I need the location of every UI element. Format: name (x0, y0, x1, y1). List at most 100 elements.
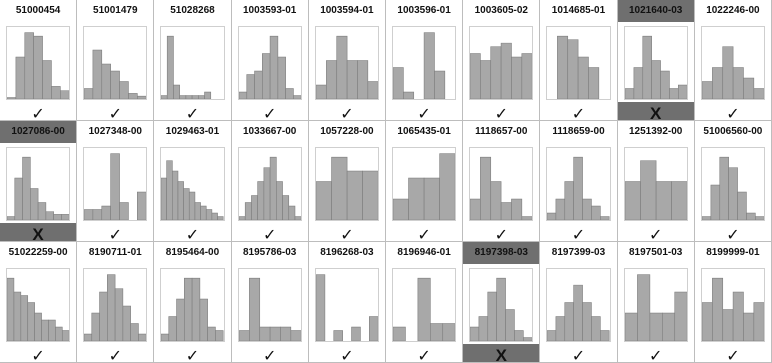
histogram-bar (479, 317, 488, 341)
histogram-cell[interactable]: 8196268-03 ✓ (308, 242, 386, 363)
histogram-bar (393, 327, 405, 341)
histogram-bar (733, 292, 743, 341)
histogram-bar (216, 331, 224, 341)
histogram-cell[interactable]: 8199999-01 ✓ (694, 242, 772, 363)
histogram-cell[interactable]: 8197399-03 ✓ (540, 242, 618, 363)
histogram-bar (280, 327, 290, 341)
histogram-bar (574, 285, 583, 341)
histogram-bar (512, 57, 522, 99)
histogram-bar (671, 182, 687, 220)
histogram-cell[interactable]: 51000454 ✓ (0, 0, 78, 121)
histogram-bar (393, 199, 409, 220)
histogram-cell[interactable]: 1003594-01 ✓ (308, 0, 386, 121)
cell-id-label: 51000454 (15, 5, 61, 16)
cell-id-label: 1021640-03 (617, 0, 694, 22)
histogram-cell[interactable]: 1033667-00 ✓ (231, 121, 309, 242)
histogram-cell[interactable]: 1027086-00 X (0, 121, 78, 242)
histogram-cell[interactable]: 1029463-01 ✓ (154, 121, 232, 242)
cell-id-label: 51028268 (170, 5, 215, 16)
histogram-plot (392, 268, 457, 342)
histogram-bar (409, 178, 425, 220)
histogram-bar (93, 210, 102, 220)
histogram-bar (123, 306, 131, 341)
histogram-bar (43, 61, 52, 99)
histogram-cell[interactable]: 8197398-03 X (463, 242, 541, 363)
histogram-bar (42, 320, 49, 341)
histogram-cell[interactable]: 1003596-01 ✓ (386, 0, 464, 121)
histogram-plot (623, 268, 688, 342)
histogram-cell[interactable]: 51001479 ✓ (77, 0, 155, 121)
histogram-cell[interactable]: 8197501-03 ✓ (617, 242, 695, 363)
histogram-bar (656, 182, 672, 220)
histogram-bar (651, 61, 660, 99)
histogram-bar (190, 192, 196, 220)
histogram-bar (249, 278, 259, 341)
histogram-bar (23, 157, 31, 220)
histogram-cell[interactable]: 1118659-00 ✓ (540, 121, 618, 242)
histogram-bar (54, 214, 62, 220)
histogram-cell[interactable]: 51022259-00 ✓ (0, 242, 78, 363)
histogram-cell[interactable]: 1003593-01 ✓ (231, 0, 309, 121)
histogram-bar (737, 192, 746, 220)
histogram-cell[interactable]: 8190711-01 ✓ (77, 242, 155, 363)
histogram-cell[interactable]: 8195786-03 ✓ (231, 242, 309, 363)
histogram-bar (246, 75, 254, 99)
histogram-bar (277, 57, 285, 99)
histogram-cell[interactable]: 1065435-01 ✓ (386, 121, 464, 242)
histogram-bar (192, 278, 200, 341)
histogram-cell[interactable]: 1057228-00 ✓ (308, 121, 386, 242)
histogram-plot (237, 147, 302, 221)
histogram-bar (21, 296, 28, 341)
histogram-bar (565, 303, 574, 341)
fail-x-icon: X (0, 223, 77, 241)
histogram-cell[interactable]: 1027348-00 ✓ (77, 121, 155, 242)
histogram-cell[interactable]: 8195464-00 ✓ (154, 242, 232, 363)
histogram-bar (424, 178, 440, 220)
histogram-bar (55, 327, 62, 341)
histogram-cell[interactable]: 8196946-01 ✓ (386, 242, 464, 363)
cell-id-label: 8195786-03 (242, 247, 297, 258)
histogram-cell[interactable]: 51028268 ✓ (154, 0, 232, 121)
histogram-bar (177, 299, 185, 341)
histogram-bar (547, 213, 556, 220)
histogram-bar (649, 313, 661, 341)
histogram-bar (556, 317, 565, 341)
histogram-bar (633, 68, 642, 99)
histogram-cell[interactable]: 1014685-01 ✓ (540, 0, 618, 121)
histogram-bar (238, 92, 247, 99)
histogram-bar (51, 86, 60, 99)
cell-id-label: 1027348-00 (88, 126, 142, 137)
histogram-bar (347, 61, 357, 99)
histogram-bar (578, 57, 588, 99)
histogram-bar (120, 203, 129, 220)
histogram-bar (295, 217, 301, 220)
histogram-bar (178, 182, 184, 220)
histogram-bar (624, 182, 641, 220)
histogram-cell[interactable]: 1003605-02 ✓ (463, 0, 541, 121)
histogram-bar (259, 327, 269, 341)
histogram-bar (92, 313, 100, 341)
histogram-bar (337, 36, 347, 99)
cell-id-label: 8196268-03 (320, 247, 374, 258)
histogram-bar (640, 161, 656, 220)
histogram-cell[interactable]: 1022246-00 ✓ (694, 0, 772, 121)
histogram-cell[interactable]: 1118657-00 ✓ (463, 121, 541, 242)
histogram-plot (6, 26, 71, 100)
histogram-bar (601, 331, 610, 341)
cell-id-label: 1029463-01 (165, 126, 220, 137)
check-mark-icon: ✓ (417, 346, 431, 363)
histogram-bar (470, 327, 479, 341)
histogram-bar (7, 278, 14, 341)
histogram-bar (701, 82, 712, 99)
histogram-bar (93, 50, 102, 99)
check-mark-icon: ✓ (417, 104, 431, 121)
check-mark-icon: ✓ (340, 225, 354, 242)
histogram-cell[interactable]: 51006560-00 ✓ (694, 121, 772, 242)
histogram-bar (315, 85, 326, 99)
histogram-bar (470, 54, 480, 99)
histogram-bar (678, 85, 687, 99)
histogram-cell[interactable]: 1251392-00 ✓ (617, 121, 695, 242)
histogram-bar (701, 303, 712, 341)
histogram-cell[interactable]: 1021640-03 X (617, 0, 695, 121)
